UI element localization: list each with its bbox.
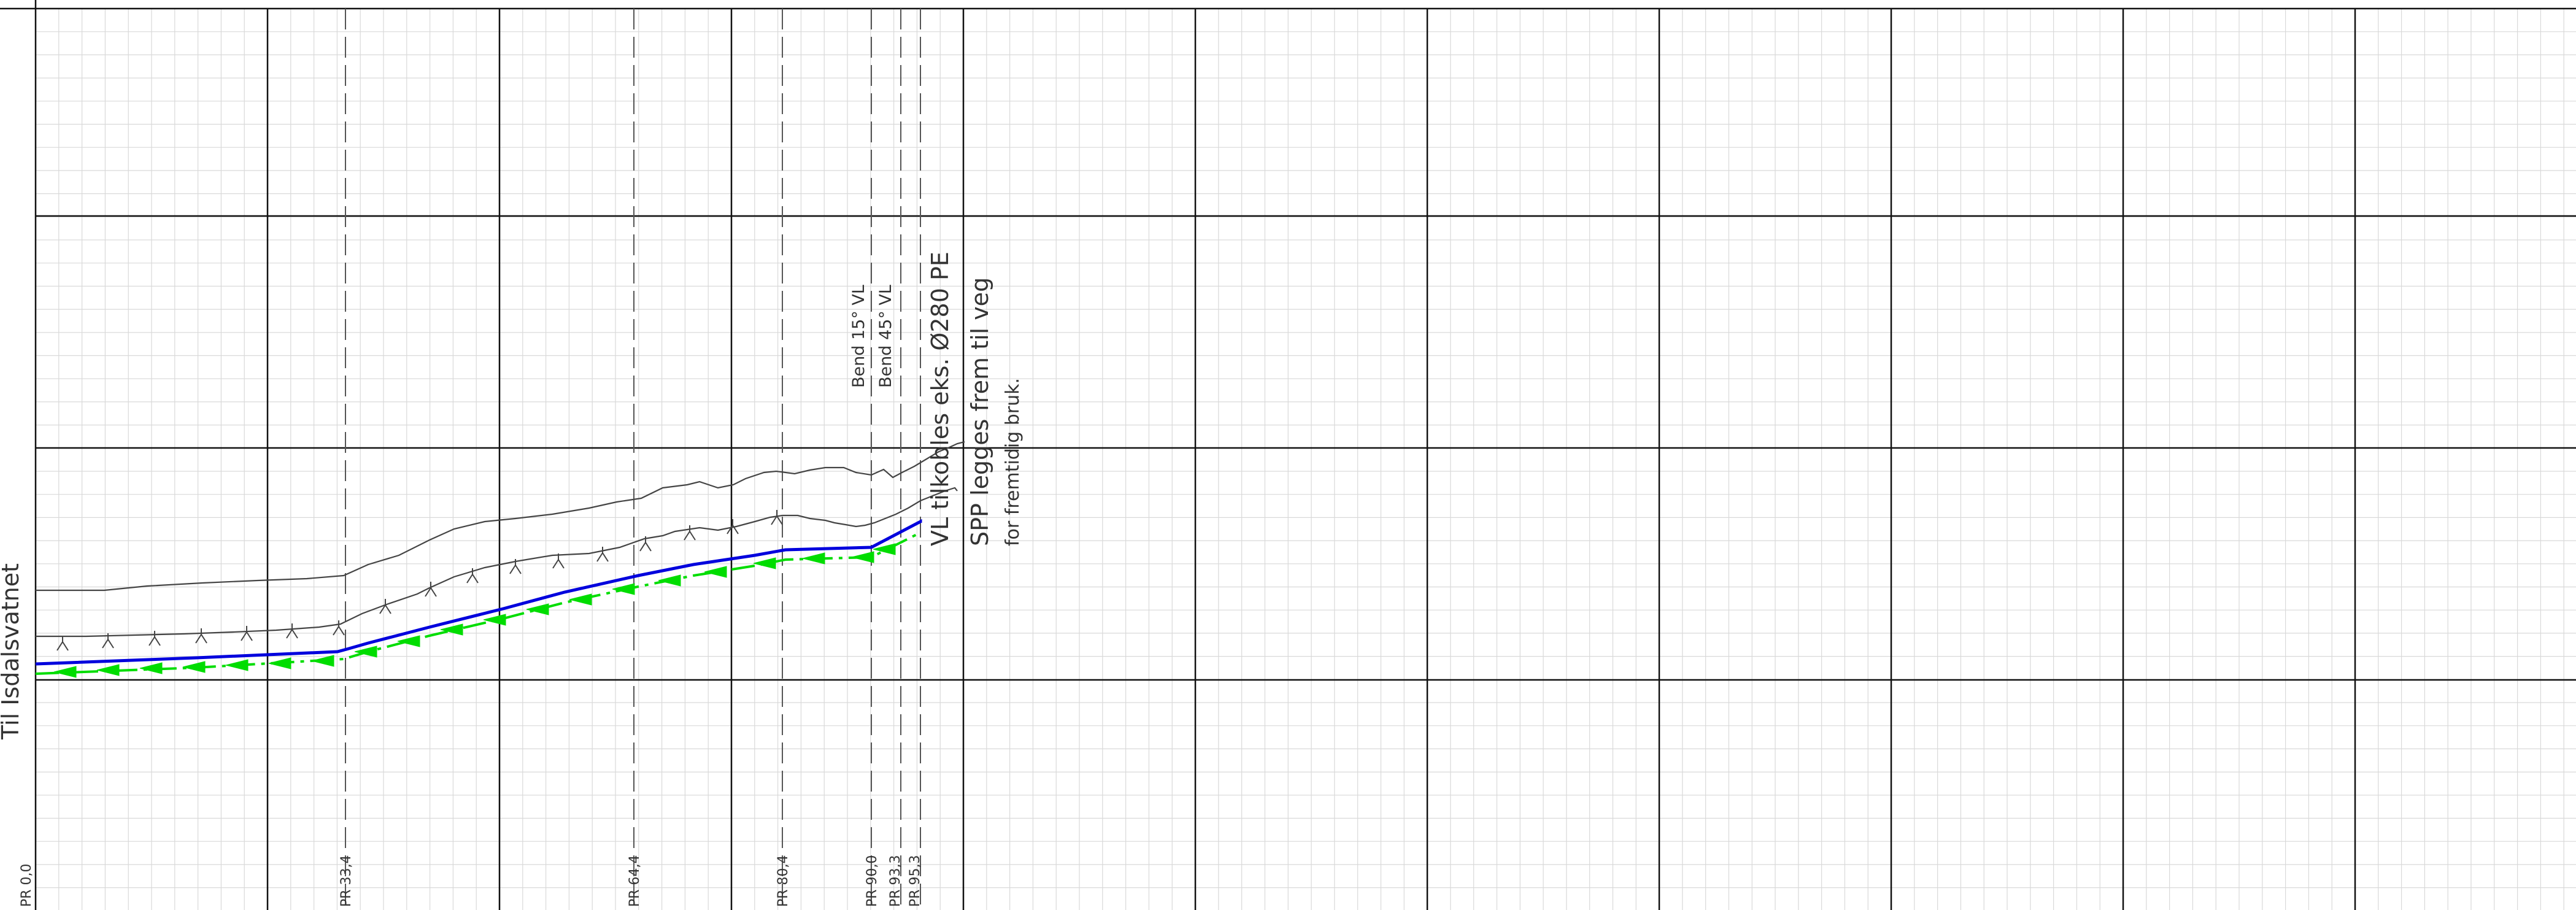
slope-hatch-mark [639,536,652,552]
station-label: PR 93,3 [888,855,903,907]
slope-hatch-mark [466,568,479,584]
flow-arrow [483,614,506,626]
flow-arrow [704,566,727,578]
flow-arrow [873,543,896,555]
vl-connection-label: VL tilkobles eks. Ø280 PE [927,252,954,546]
slope-hatch-marks [56,510,783,651]
spp-label-line1: SPP legges frem til veg [966,277,993,546]
flow-arrow [53,666,77,678]
station-label: PR 64,4 [627,855,642,907]
water-pipe-line [35,519,922,666]
bend-45-label: Bend 45° VL [876,285,895,388]
slope-hatch-mark [148,631,161,646]
slope-hatch-mark [333,620,345,636]
flow-arrow [182,661,206,673]
minor-grid [35,8,2576,910]
slope-hatch-mark [425,582,437,597]
flow-arrow [225,659,249,671]
slope-hatch-mark [771,510,783,525]
slope-hatch-mark [241,626,253,641]
slope-hatch-mark [195,628,207,644]
station-label: PR 0,0 [19,863,34,907]
slope-hatch-mark [596,547,609,562]
flow-arrow [96,664,120,676]
flow-arrow [569,593,592,606]
slope-hatch-mark [286,623,298,639]
bend-15-label: Bend 15° VL [849,285,868,388]
flow-arrow [311,655,334,667]
terrain-upper-line [36,441,965,592]
station-label: PR 90,0 [865,855,880,907]
flow-direction-arrows [53,543,896,678]
flow-arrow [612,583,635,595]
slope-hatch-mark [509,559,522,574]
flow-arrow [354,646,377,658]
flow-arrow [753,557,776,569]
terrain-lower-line [36,487,958,638]
flow-arrow [526,603,549,615]
flow-arrow [658,574,681,587]
flow-arrow [851,551,874,563]
flow-arrow [139,662,163,674]
flow-arrow [802,552,825,565]
drawing-title: Til Isdalsvatnet [0,563,24,740]
station-label: PR 95,3 [908,855,923,907]
station-dashed-lines [345,9,921,910]
slope-hatch-mark [379,599,391,614]
slope-hatch-mark [552,553,565,569]
station-labels: PR 0,0 PR 33,4 PR 64,4 PR 80,4 PR 90,0 PR 93,… [19,855,923,907]
slope-hatch-mark [102,633,114,649]
flow-arrow [268,657,291,669]
station-label: PR 80,4 [776,855,791,907]
flow-arrow [397,635,420,647]
slope-hatch-mark [56,636,69,651]
spp-label-line2: for fremtidig bruk. [1002,378,1024,546]
flow-arrow [440,623,463,636]
station-label: PR 33,4 [339,855,354,907]
slope-hatch-mark [684,525,696,541]
spp-line [35,531,921,675]
slope-hatch-mark [727,519,739,534]
